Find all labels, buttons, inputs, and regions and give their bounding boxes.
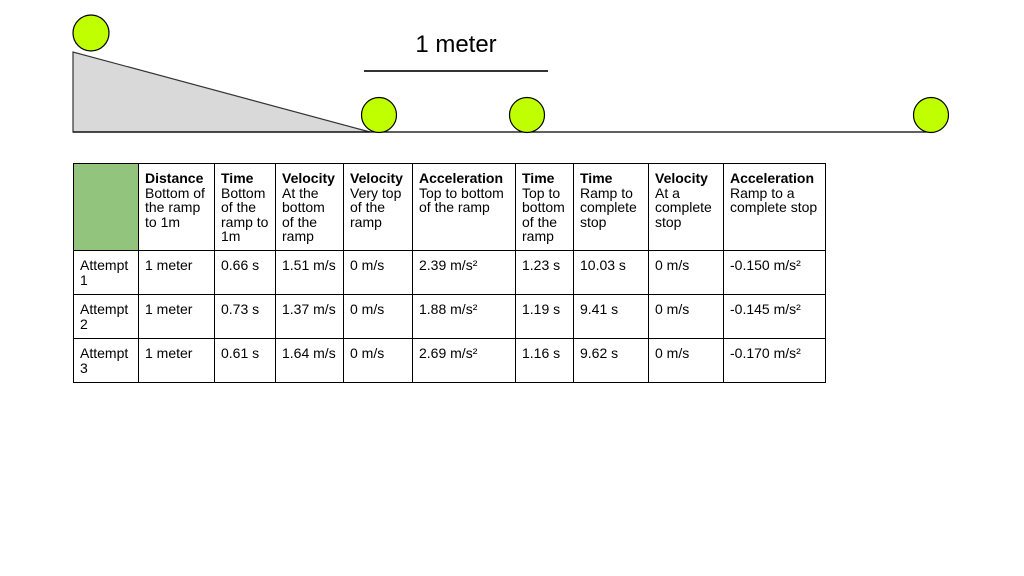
table-cell: 1 meter [138,294,215,339]
column-header-subtitle: Top to bottom of the ramp [522,184,565,244]
column-header-subtitle: Ramp to complete stop [580,184,637,230]
table-cell: 0 m/s [648,294,724,339]
table-cell: 9.62 s [573,338,649,383]
table-cell: 0 m/s [648,338,724,383]
table-cell: 1.19 s [515,294,574,339]
column-header: Velocity Very top of the ramp [343,163,413,251]
table-cell: 9.41 s [573,294,649,339]
column-header: Velocity At the bottom of the ramp [275,163,344,251]
row-label-cell: Attempt 2 [73,294,139,339]
table-cell: 0 m/s [648,250,724,295]
table-cell: 1 meter [138,338,215,383]
column-header-title: Velocity [282,170,335,186]
measure-label: 1 meter [415,31,497,58]
column-header-title: Acceleration [730,170,815,186]
table-cell: -0.170 m/s² [723,338,826,383]
table-cell: 2.69 m/s² [412,338,516,383]
table-cell: 0 m/s [343,294,413,339]
table-cell: -0.145 m/s² [723,294,826,339]
column-header: Time Ramp to complete stop [573,163,649,251]
table-header-row: Distance Bottom of the ramp to 1m Time Bott… [73,163,826,251]
column-header-subtitle: Top to bottom of the ramp [419,184,504,215]
column-header-title: Time [522,170,555,186]
column-header-subtitle: Ramp to a complete stop [730,184,818,215]
column-header: Acceleration Top to bottom of the ramp [412,163,516,251]
column-header: Time Bottom of the ramp to 1m [214,163,276,251]
ball-bottom-of-ramp [360,96,398,134]
column-header-subtitle: Very top of the ramp [350,184,402,230]
ramp [72,51,371,133]
table-cell: 0.66 s [214,250,276,295]
column-header-title: Velocity [350,170,403,186]
table-cell: 1.64 m/s [275,338,344,383]
table-cell: 0 m/s [343,250,413,295]
column-header-title: Velocity [655,170,708,186]
table-cell: 10.03 s [573,250,649,295]
column-header: Distance Bottom of the ramp to 1m [138,163,215,251]
table-cell: 1.51 m/s [275,250,344,295]
column-header: Time Top to bottom of the ramp [515,163,574,251]
column-header-title: Time [221,170,254,186]
column-header-subtitle: At the bottom of the ramp [282,184,325,244]
table-cell: 0.61 s [214,338,276,383]
ramp-diagram [72,14,950,134]
table-cell: 1.23 s [515,250,574,295]
row-label-cell: Attempt 1 [73,250,139,295]
ball-one-meter [508,96,546,134]
column-header-subtitle: Bottom of the ramp to 1m [145,184,205,230]
column-header-title: Distance [145,170,204,186]
results-table: Distance Bottom of the ramp to 1m Time Bott… [73,163,826,383]
table-cell: -0.150 m/s² [723,250,826,295]
column-header-subtitle: At a complete stop [655,184,712,230]
table-cell: 1.88 m/s² [412,294,516,339]
table-cell: 1.37 m/s [275,294,344,339]
header-corner-cell [73,163,139,251]
ball-top-of-ramp [72,14,110,52]
column-header: Velocity At a complete stop [648,163,724,251]
column-header-title: Acceleration [419,170,504,186]
table-cell: 0 m/s [343,338,413,383]
table-cell: 1 meter [138,250,215,295]
ball-complete-stop [912,96,950,134]
table-cell: 0.73 s [214,294,276,339]
row-label-cell: Attempt 3 [73,338,139,383]
table-cell: 1.16 s [515,338,574,383]
table-cell: 2.39 m/s² [412,250,516,295]
column-header-title: Time [580,170,613,186]
column-header: Acceleration Ramp to a complete stop [723,163,826,251]
column-header-subtitle: Bottom of the ramp to 1m [221,184,269,244]
